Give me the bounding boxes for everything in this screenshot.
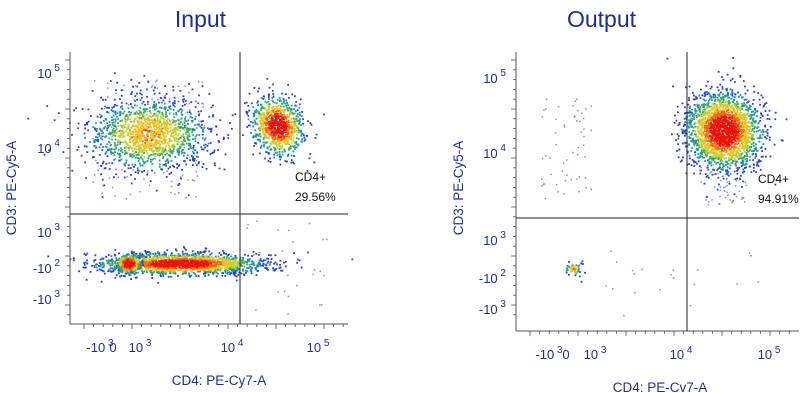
x-minor-ticks: [529, 331, 790, 336]
x-tick-label: -10 3: [86, 338, 114, 355]
x-tick-label: 10 3: [584, 345, 607, 362]
gate-percent: 29.56%: [295, 190, 336, 204]
output-plot: CD4+94.91%-10 3 0 10 3 10 4 10 510 510 410 3…: [451, 52, 799, 393]
x-tick-label: 10 4: [221, 338, 244, 355]
output-title: Output: [566, 6, 637, 32]
x-axis-title: CD4: PE-Cv7-A: [613, 380, 708, 393]
x-tick-label: 10 3: [129, 338, 152, 355]
y-tick-label: 10 5: [483, 68, 506, 86]
x-tick-label: -10 3: [535, 345, 563, 362]
y-tick-label: -10 2: [33, 258, 61, 276]
y-tick-label: -10 3: [479, 299, 507, 317]
event-dots: [27, 72, 354, 315]
x-minor-ticks: [83, 324, 344, 329]
x-tick-label: 10 5: [758, 345, 781, 362]
x-tick-label: 10 5: [307, 338, 330, 355]
y-minor-ticks: [511, 59, 516, 316]
gate-percent: 94.91%: [758, 192, 799, 206]
y-tick-label: 10 3: [483, 230, 506, 248]
input-title: Input: [174, 6, 227, 32]
x-tick-label: 10 4: [670, 345, 693, 362]
y-tick-label: 10 4: [37, 138, 60, 156]
y-tick-label: 10 3: [37, 222, 60, 240]
x-axis-title: CD4: PE-Cy7-A: [172, 373, 267, 388]
y-tick-label: 10 4: [483, 143, 506, 161]
gate-name: CD4+: [295, 170, 326, 184]
input-panel: Input CD4+ 29.56% -10 3 0 10 3 10 4 10 5 10 5 10…: [4, 6, 354, 388]
event-dots: [541, 57, 788, 317]
input-plot: CD4+29.56%-10 30 10 3 10 4 10 510 510 410 3…: [4, 52, 354, 388]
gate-name: CD4+: [758, 172, 789, 186]
y-tick-label: -10 2: [479, 268, 507, 286]
y-tick-label: -10 3: [33, 289, 61, 307]
y-axis-title: CD3: PE-Cy5-A: [451, 141, 466, 236]
y-axis-title: CD3: PE-Cy5-A: [4, 141, 19, 236]
y-tick-label: 10 5: [37, 63, 60, 81]
x-tick-label: 0: [562, 347, 569, 362]
y-minor-ticks: [65, 59, 70, 316]
x-tick-label: 0: [109, 340, 116, 355]
